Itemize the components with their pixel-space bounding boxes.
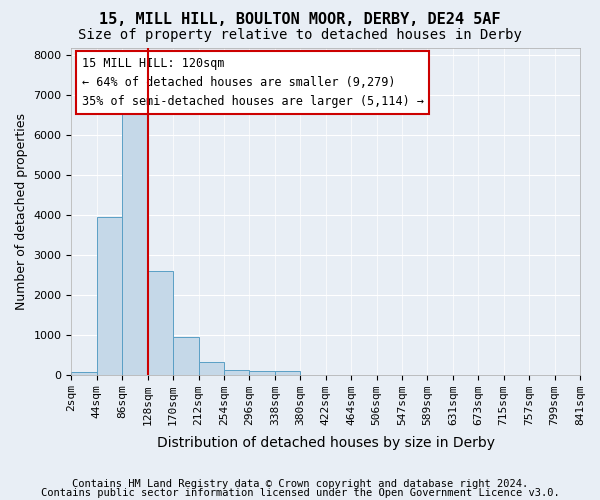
Bar	[71, 372, 97, 374]
Bar	[122, 114, 148, 374]
Bar	[173, 337, 199, 374]
Text: Contains public sector information licensed under the Open Government Licence v3: Contains public sector information licen…	[41, 488, 559, 498]
Bar	[97, 217, 122, 374]
Bar	[224, 370, 250, 374]
Bar	[250, 370, 275, 374]
X-axis label: Distribution of detached houses by size in Derby: Distribution of detached houses by size …	[157, 436, 495, 450]
Bar	[275, 372, 300, 374]
Text: Contains HM Land Registry data © Crown copyright and database right 2024.: Contains HM Land Registry data © Crown c…	[72, 479, 528, 489]
Bar	[148, 271, 173, 374]
Text: Size of property relative to detached houses in Derby: Size of property relative to detached ho…	[78, 28, 522, 42]
Bar	[199, 362, 224, 374]
Text: 15 MILL HILL: 120sqm
← 64% of detached houses are smaller (9,279)
35% of semi-de: 15 MILL HILL: 120sqm ← 64% of detached h…	[82, 58, 424, 108]
Y-axis label: Number of detached properties: Number of detached properties	[15, 112, 28, 310]
Text: 15, MILL HILL, BOULTON MOOR, DERBY, DE24 5AF: 15, MILL HILL, BOULTON MOOR, DERBY, DE24…	[99, 12, 501, 28]
